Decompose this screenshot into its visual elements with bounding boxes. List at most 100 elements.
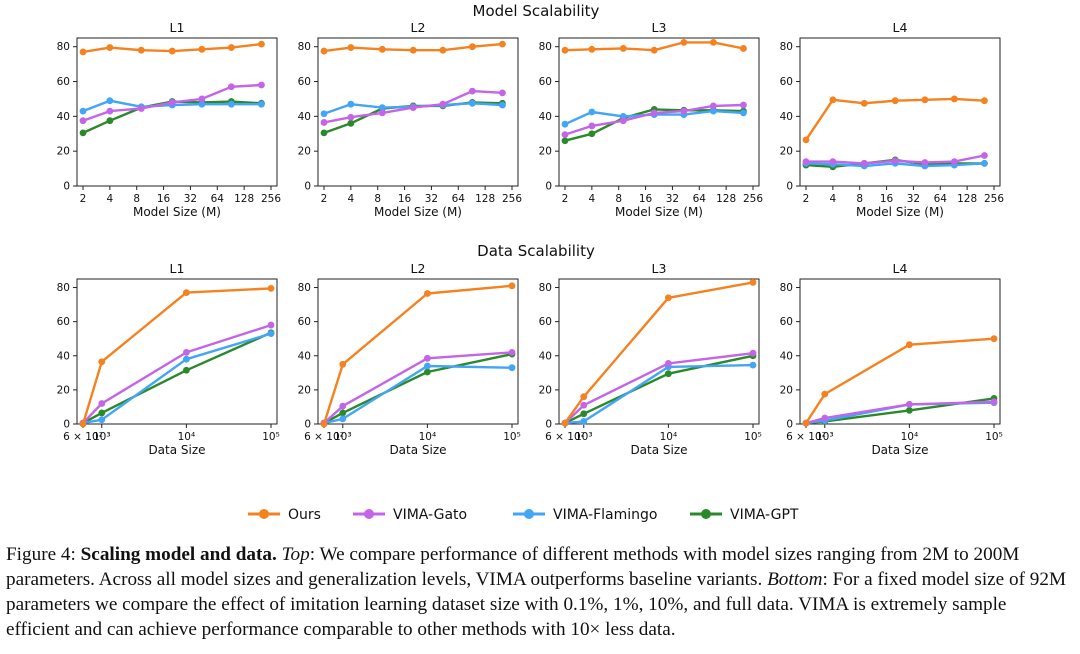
y-tick-label: 0 bbox=[304, 181, 311, 193]
y-tick-label: 80 bbox=[298, 282, 311, 294]
caption-bottom-text: : For a fixed model size of 92M paramete… bbox=[6, 569, 1067, 640]
data-point bbox=[950, 95, 958, 103]
x-tick-label: 32 bbox=[666, 193, 679, 205]
data-point bbox=[439, 100, 447, 108]
x-tick-label: 128 bbox=[716, 193, 736, 205]
x-tick-label: 2 bbox=[803, 193, 810, 205]
plot-frame bbox=[76, 37, 278, 187]
y-tick-label: 20 bbox=[780, 146, 793, 158]
data-point bbox=[709, 38, 717, 46]
data-point bbox=[664, 360, 672, 367]
data-point bbox=[98, 416, 106, 424]
x-tick-label: 64 bbox=[693, 193, 707, 205]
data-point bbox=[588, 130, 596, 138]
data-point bbox=[802, 419, 810, 427]
x-tick-label: 10⁵ bbox=[985, 431, 1003, 443]
data-point bbox=[860, 99, 868, 107]
data-point bbox=[499, 40, 506, 48]
data-point bbox=[499, 101, 506, 109]
x-tick-label: 256 bbox=[743, 193, 763, 205]
plot-frame bbox=[558, 37, 760, 187]
data-point bbox=[664, 370, 672, 378]
y-tick-label: 60 bbox=[780, 76, 793, 88]
y-tick-label: 20 bbox=[539, 146, 552, 158]
x-tick-label: 16 bbox=[398, 193, 412, 205]
y-tick-label: 60 bbox=[298, 76, 311, 88]
scaling-figure: Model Scalability Data Scalability L1020… bbox=[57, 2, 1005, 523]
y-tick-label: 80 bbox=[539, 282, 552, 294]
series-line bbox=[805, 400, 995, 425]
series-line bbox=[564, 281, 754, 424]
series-line bbox=[82, 332, 272, 425]
caption-prefix: Figure 4: bbox=[6, 544, 81, 565]
data-point bbox=[339, 409, 347, 417]
y-tick-label: 60 bbox=[539, 76, 552, 88]
plot-frame bbox=[317, 37, 519, 187]
data-point bbox=[588, 108, 596, 116]
x-tick-label: 128 bbox=[475, 193, 495, 205]
x-tick-label: 128 bbox=[957, 193, 977, 205]
data-point bbox=[339, 415, 347, 423]
data-point bbox=[182, 355, 190, 363]
y-tick-label: 0 bbox=[545, 419, 552, 431]
data-point bbox=[508, 348, 516, 356]
figure-caption: Figure 4: Scaling model and data. Top: W… bbox=[6, 542, 1074, 642]
x-tick-label: 10⁴ bbox=[178, 431, 196, 443]
panel-title: L4 bbox=[893, 20, 908, 35]
data-point bbox=[580, 401, 588, 409]
y-tick-label: 80 bbox=[57, 41, 70, 53]
x-tick-label: 256 bbox=[502, 193, 522, 205]
data-point bbox=[740, 101, 747, 109]
caption-bold-title: Scaling model and data. bbox=[80, 544, 277, 565]
x-tick-label: 64 bbox=[211, 193, 225, 205]
legend-marker bbox=[364, 509, 374, 519]
x-tick-label: 8 bbox=[133, 193, 140, 205]
data-point bbox=[891, 157, 899, 165]
data-point bbox=[168, 47, 176, 55]
x-tick-label: 64 bbox=[934, 193, 948, 205]
data-point bbox=[821, 414, 829, 422]
x-tick-label: 10⁴ bbox=[660, 431, 678, 443]
legend-item: Ours bbox=[248, 507, 321, 523]
data-point bbox=[650, 46, 658, 54]
data-point bbox=[106, 97, 114, 105]
legend-label: VIMA-Flamingo bbox=[553, 507, 657, 523]
x-tick-label: 256 bbox=[984, 193, 1004, 205]
series-line bbox=[323, 364, 513, 425]
legend-label: Ours bbox=[288, 507, 321, 523]
data-point bbox=[168, 99, 176, 106]
y-tick-label: 20 bbox=[298, 146, 311, 158]
data-point bbox=[258, 40, 265, 48]
data-point bbox=[378, 45, 386, 53]
x-tick-label: 32 bbox=[184, 193, 197, 205]
x-tick-label: 32 bbox=[907, 193, 920, 205]
panel-title: L2 bbox=[411, 20, 426, 35]
x-tick-label: 6 × 10² bbox=[63, 431, 103, 443]
data-point bbox=[561, 120, 569, 128]
x-tick-label: 10⁴ bbox=[419, 431, 437, 443]
series-line bbox=[564, 352, 754, 424]
data-point bbox=[182, 366, 190, 374]
data-point bbox=[921, 96, 929, 104]
data-point bbox=[709, 102, 717, 110]
data-point bbox=[137, 105, 145, 112]
model-scalability-title: Model Scalability bbox=[473, 2, 600, 20]
series-line bbox=[805, 97, 985, 141]
x-tick-label: 16 bbox=[157, 193, 171, 205]
data-point bbox=[588, 122, 596, 130]
x-tick-label: 2 bbox=[321, 193, 328, 205]
data-point bbox=[347, 100, 355, 108]
x-axis-label: Data Size bbox=[871, 443, 928, 457]
data-point bbox=[347, 44, 355, 51]
data-point bbox=[79, 129, 87, 137]
y-tick-label: 60 bbox=[298, 316, 311, 328]
data-point bbox=[740, 109, 747, 117]
x-tick-label: 6 × 10² bbox=[786, 431, 826, 443]
data-point bbox=[227, 83, 235, 91]
data-point bbox=[79, 420, 87, 428]
x-tick-label: 10⁵ bbox=[262, 431, 280, 443]
data-point bbox=[258, 81, 265, 89]
data-point bbox=[423, 290, 431, 297]
x-tick-label: 10³ bbox=[575, 431, 593, 443]
